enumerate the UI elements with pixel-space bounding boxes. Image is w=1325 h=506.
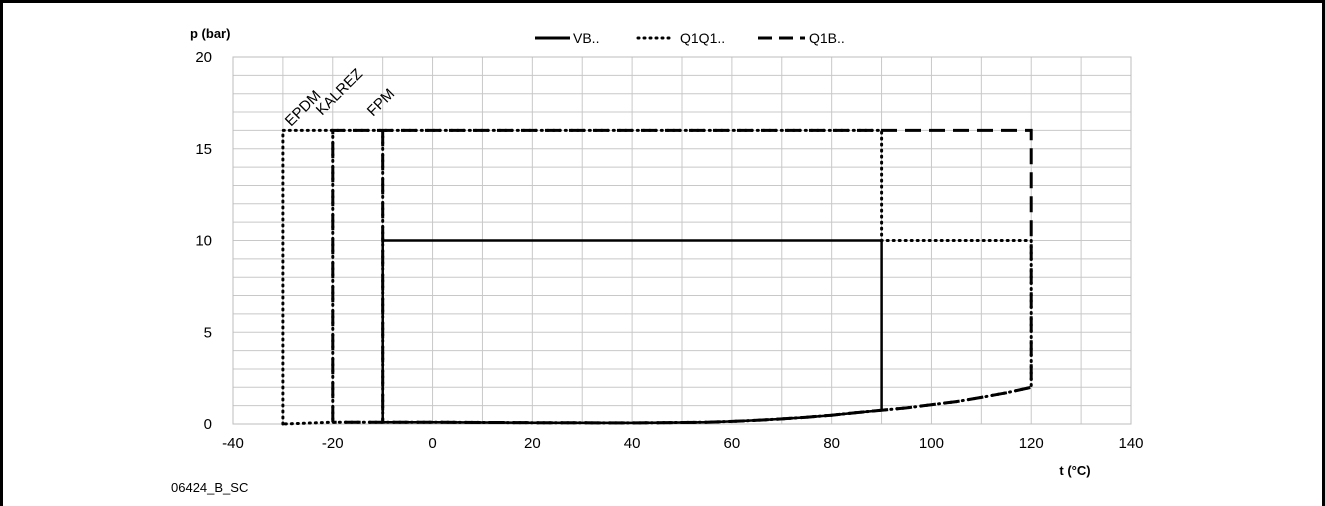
x-tick-label: -40 — [222, 435, 244, 452]
x-tick-label: 40 — [624, 435, 641, 452]
y-tick-label: 20 — [195, 49, 212, 66]
x-tick-label: 0 — [428, 435, 436, 452]
y-tick-label: 5 — [204, 324, 212, 341]
x-tick-label: 100 — [919, 435, 944, 452]
figure-code: 06424_B_SC — [171, 480, 248, 495]
x-axis-label: t (°C) — [1059, 463, 1090, 478]
x-tick-label: 20 — [524, 435, 541, 452]
legend-label-vb: VB.. — [573, 30, 599, 46]
annotation-kalrez: KALREZ — [313, 66, 366, 119]
x-tick-label: 60 — [724, 435, 741, 452]
legend-label-q1b: Q1B.. — [809, 30, 845, 46]
legend: VB.. Q1Q1.. Q1B.. — [535, 30, 845, 46]
annotation-fpm: FPM — [364, 85, 398, 119]
tick-labels: -40 -20 0 20 40 60 80 100 120 140 0 5 10 15 20 — [195, 49, 1143, 452]
x-tick-label: -20 — [322, 435, 344, 452]
x-tick-label: 120 — [1019, 435, 1044, 452]
series-line-q1b — [331, 128, 1033, 425]
legend-label-q1q1: Q1Q1.. — [680, 30, 725, 46]
frame-left-border — [0, 0, 3, 506]
series-line-vb — [381, 239, 883, 425]
y-axis-label: p (bar) — [190, 26, 230, 41]
x-tick-label: 140 — [1118, 435, 1143, 452]
x-tick-label: 80 — [823, 435, 840, 452]
frame-right-border — [1322, 0, 1325, 506]
y-tick-label: 15 — [195, 141, 212, 158]
y-tick-label: 10 — [195, 233, 212, 250]
y-tick-label: 0 — [204, 416, 212, 433]
series-layer — [281, 128, 1033, 426]
frame-top-border — [0, 0, 1325, 3]
